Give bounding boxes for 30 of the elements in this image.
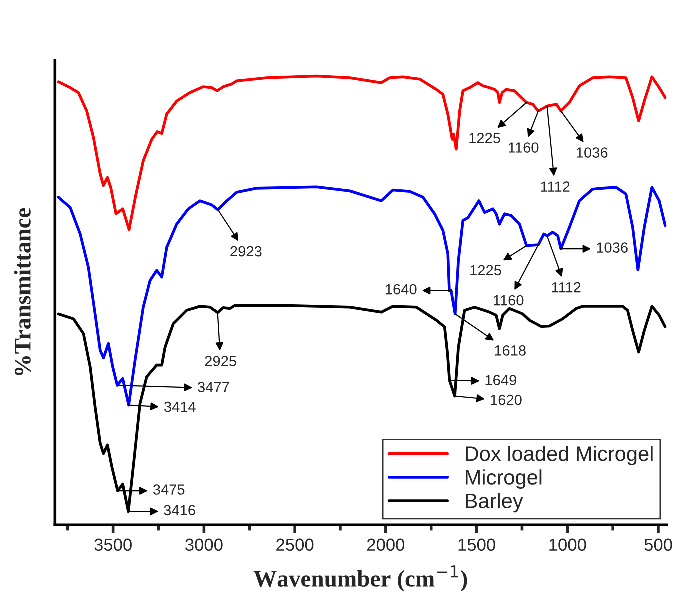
x-tick-label: 3500	[94, 538, 132, 552]
annotation: 3475	[153, 484, 185, 495]
annotation: 1225	[470, 265, 502, 276]
x-axis-title: Wavenumber (cm$^{−1}$)	[254, 566, 468, 592]
x-tick-label: 500	[644, 538, 672, 552]
annotation: 1036	[597, 242, 628, 253]
legend-label: Microgel	[466, 470, 542, 490]
annotation: 3414	[164, 402, 196, 412]
legend-label: Barley	[466, 493, 524, 513]
annotation: 1640	[386, 284, 417, 295]
annotation: 2923	[230, 246, 262, 257]
legend-label: Dox loaded Microgel	[466, 446, 653, 466]
x-tick-label: 2500	[276, 538, 314, 552]
annotation: 1649	[486, 375, 516, 386]
annotation: 3477	[198, 382, 230, 392]
annotation: 1620	[491, 394, 522, 406]
annotation: 1160	[494, 295, 524, 306]
y-axis-title: %Transmittance	[14, 208, 31, 376]
annotation: 1112	[552, 282, 581, 293]
annotation: 2925	[205, 356, 236, 367]
x-tick-label: 1500	[458, 538, 496, 552]
annotation: 1036	[577, 148, 608, 158]
annotation: 1160	[509, 142, 539, 153]
x-tick-label: 3000	[186, 538, 223, 552]
x-tick-label: 1000	[550, 538, 586, 552]
annotation: 1112	[541, 182, 570, 192]
annotation: 1225	[470, 133, 500, 144]
annotation: 3416	[164, 505, 196, 516]
x-tick-label: 2000	[367, 538, 405, 552]
annotation: 1618	[495, 346, 526, 356]
